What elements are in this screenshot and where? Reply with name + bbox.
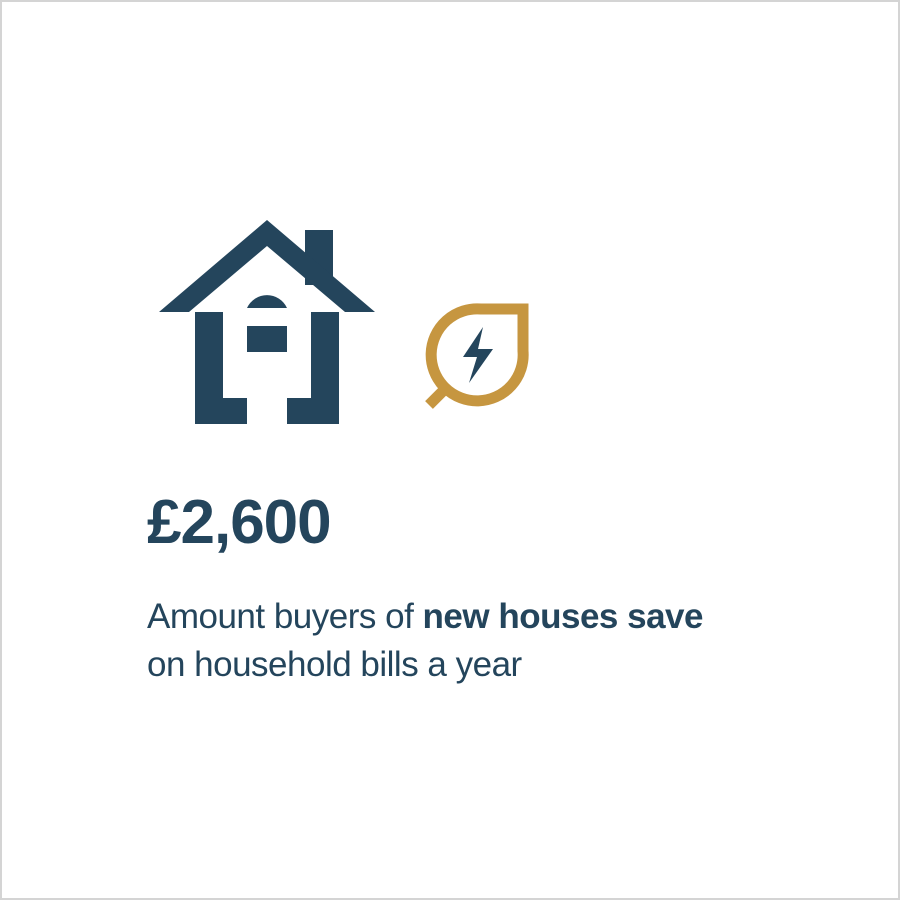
desc-before: Amount buyers of (147, 597, 423, 636)
house-icon (147, 212, 387, 432)
stat-description: Amount buyers of new houses save on hous… (147, 593, 727, 688)
icon-row (147, 212, 753, 432)
desc-bold: new houses save (423, 597, 703, 636)
desc-after: on household bills a year (147, 645, 522, 684)
energy-leaf-icon (415, 299, 540, 424)
stat-value: £2,600 (147, 487, 753, 558)
